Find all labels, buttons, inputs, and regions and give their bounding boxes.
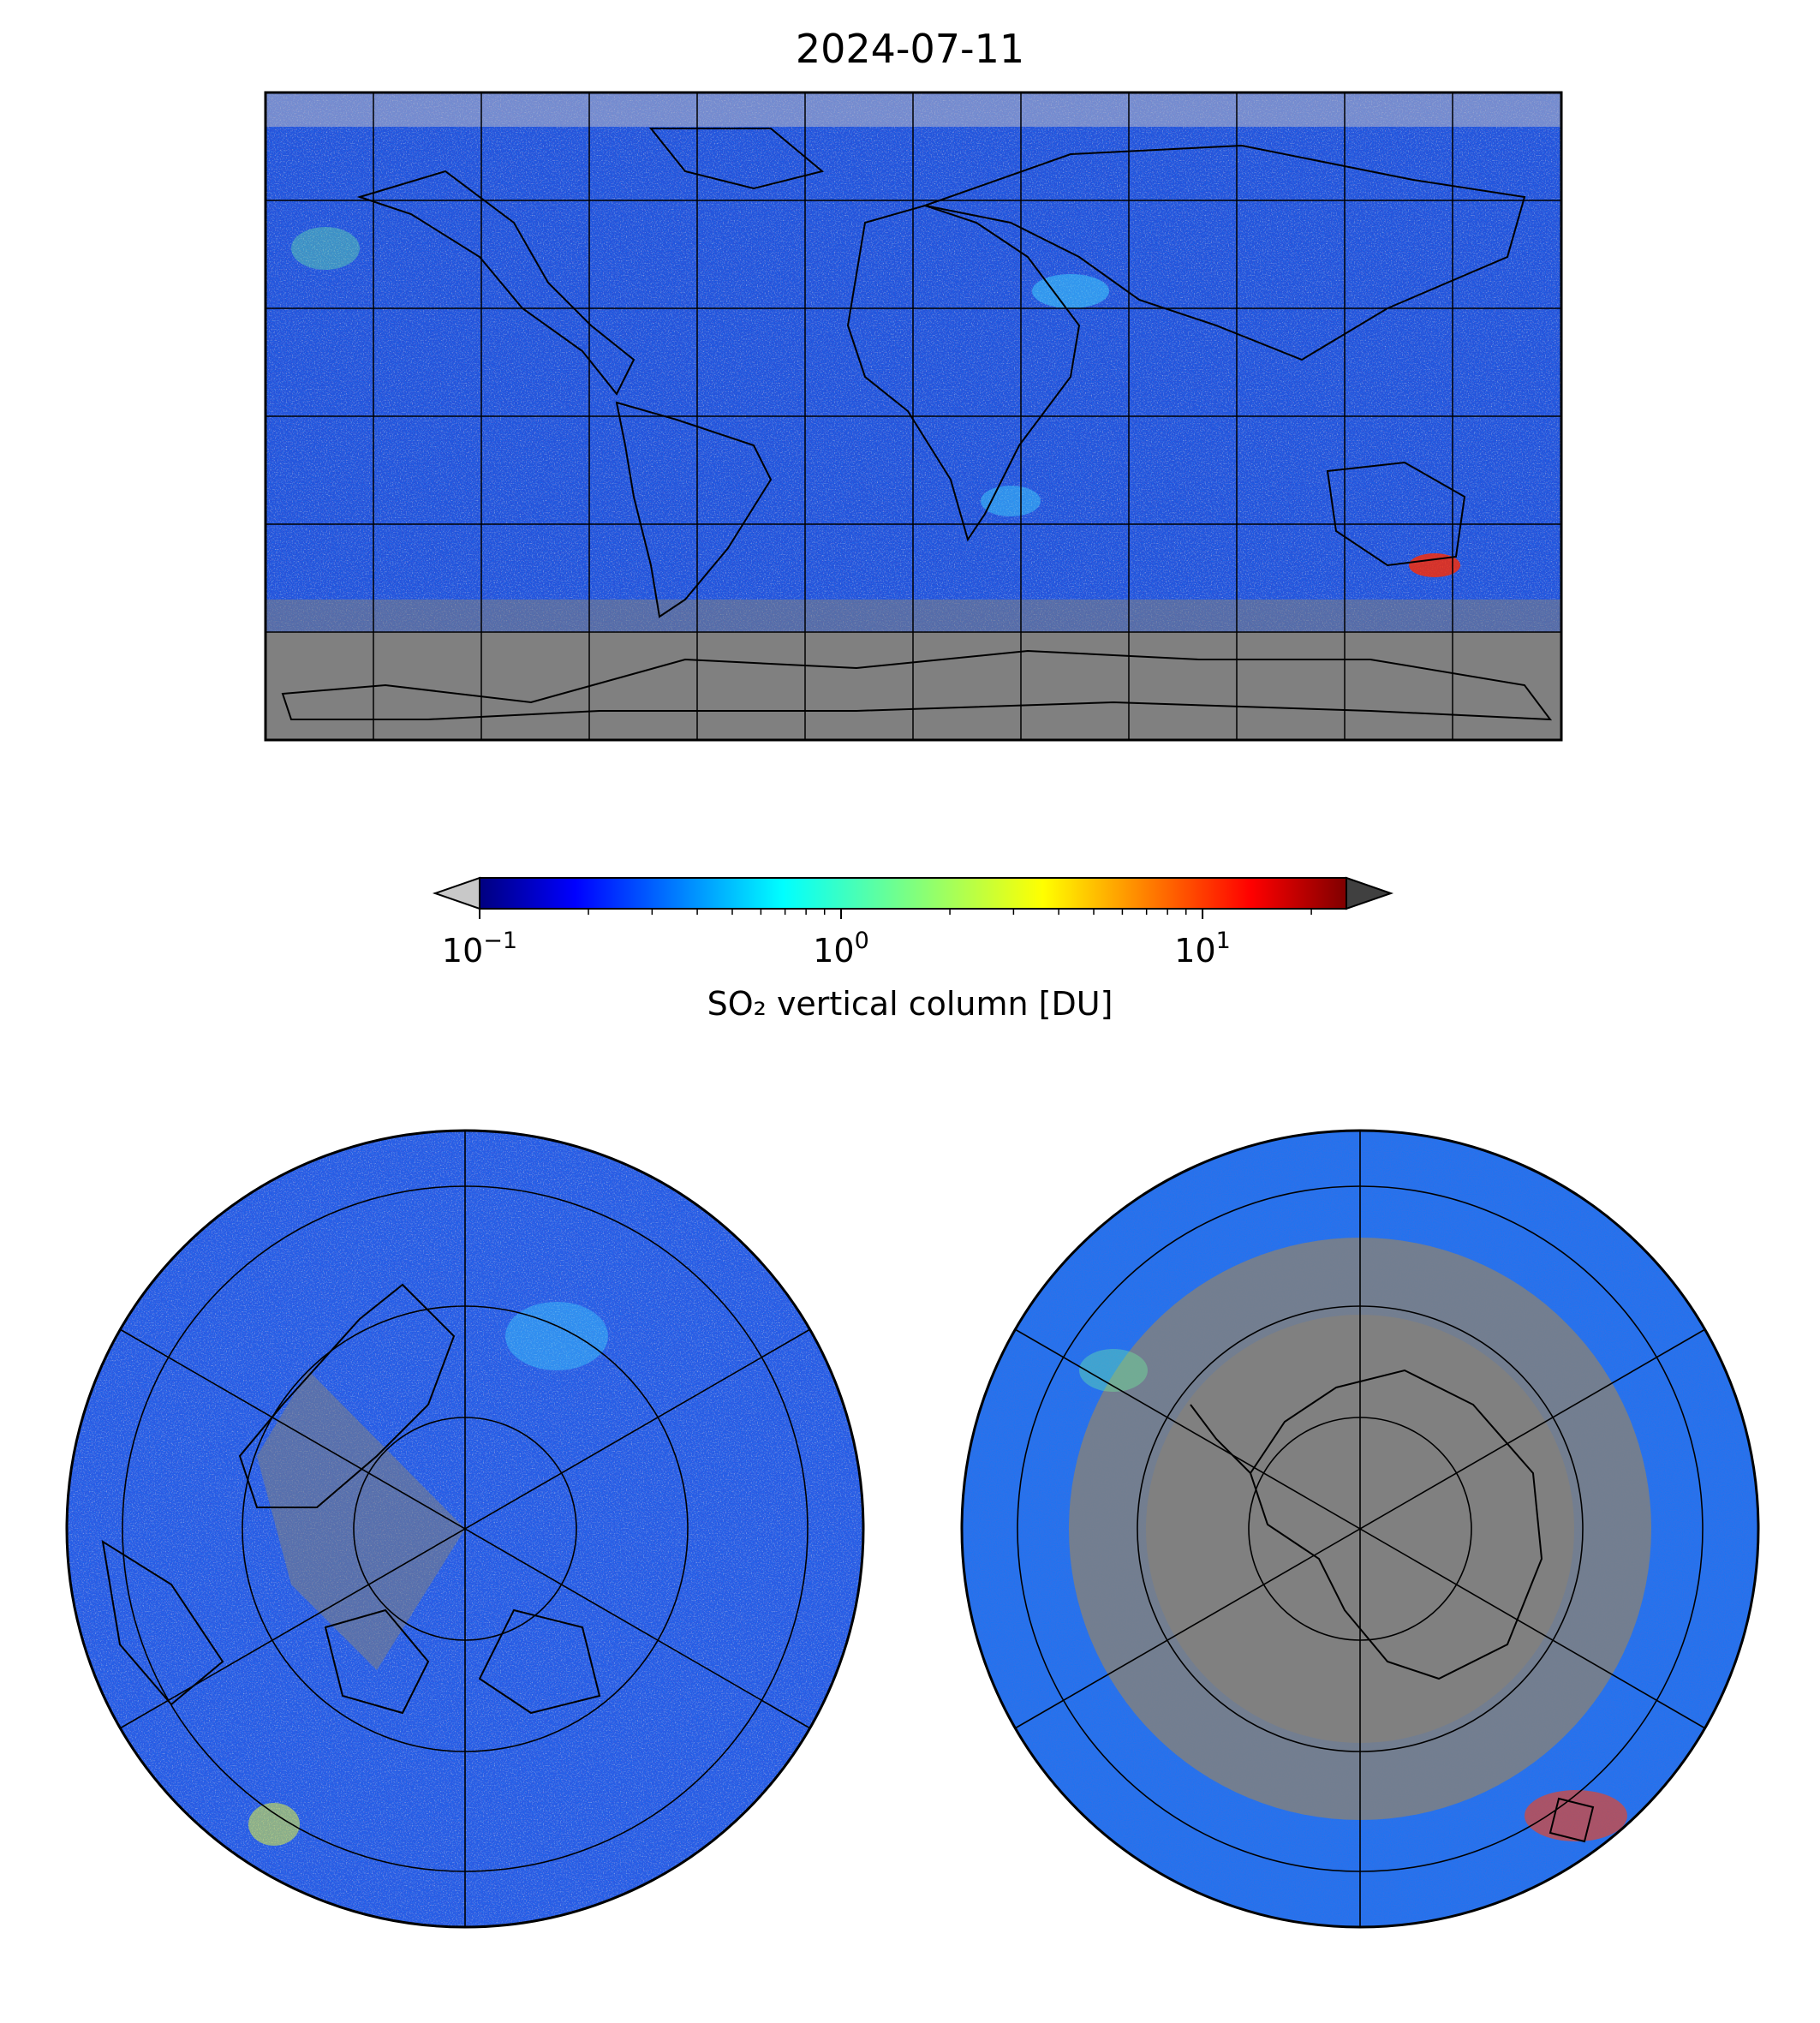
colorbar-label: SO₂ vertical column [DU]	[707, 985, 1113, 1023]
south-polar-map	[960, 1129, 1760, 1929]
colorbar-tick-label: 10−1	[442, 928, 517, 970]
north-polar-gridlines	[119, 1131, 811, 1927]
global-map-frame	[264, 91, 1563, 742]
global-map	[264, 91, 1563, 742]
colorbar-extend-min	[432, 876, 480, 910]
north-polar-coastlines	[101, 1283, 601, 1715]
north-polar-map	[65, 1129, 865, 1929]
global-gridlines	[266, 92, 1561, 740]
figure-title: 2024-07-11	[795, 26, 1025, 72]
north-polar-frame	[65, 1129, 865, 1929]
so2-hotspot	[1409, 553, 1460, 577]
south-polar-gridlines	[1014, 1131, 1706, 1927]
south-polar-frame	[960, 1129, 1760, 1929]
colorbar-extend-max	[1346, 876, 1394, 910]
colorbar-tick-label: 100	[813, 928, 869, 970]
colorbar-tick-label: 101	[1174, 928, 1231, 970]
colorbar-gradient	[480, 878, 1346, 909]
colorbar: 10−1 100 101	[432, 876, 1394, 970]
south-polar-coastlines	[1190, 1369, 1595, 1843]
colorbar-ticks: 10−1 100 101	[442, 909, 1312, 970]
so2-hotspot	[1525, 1790, 1627, 1841]
